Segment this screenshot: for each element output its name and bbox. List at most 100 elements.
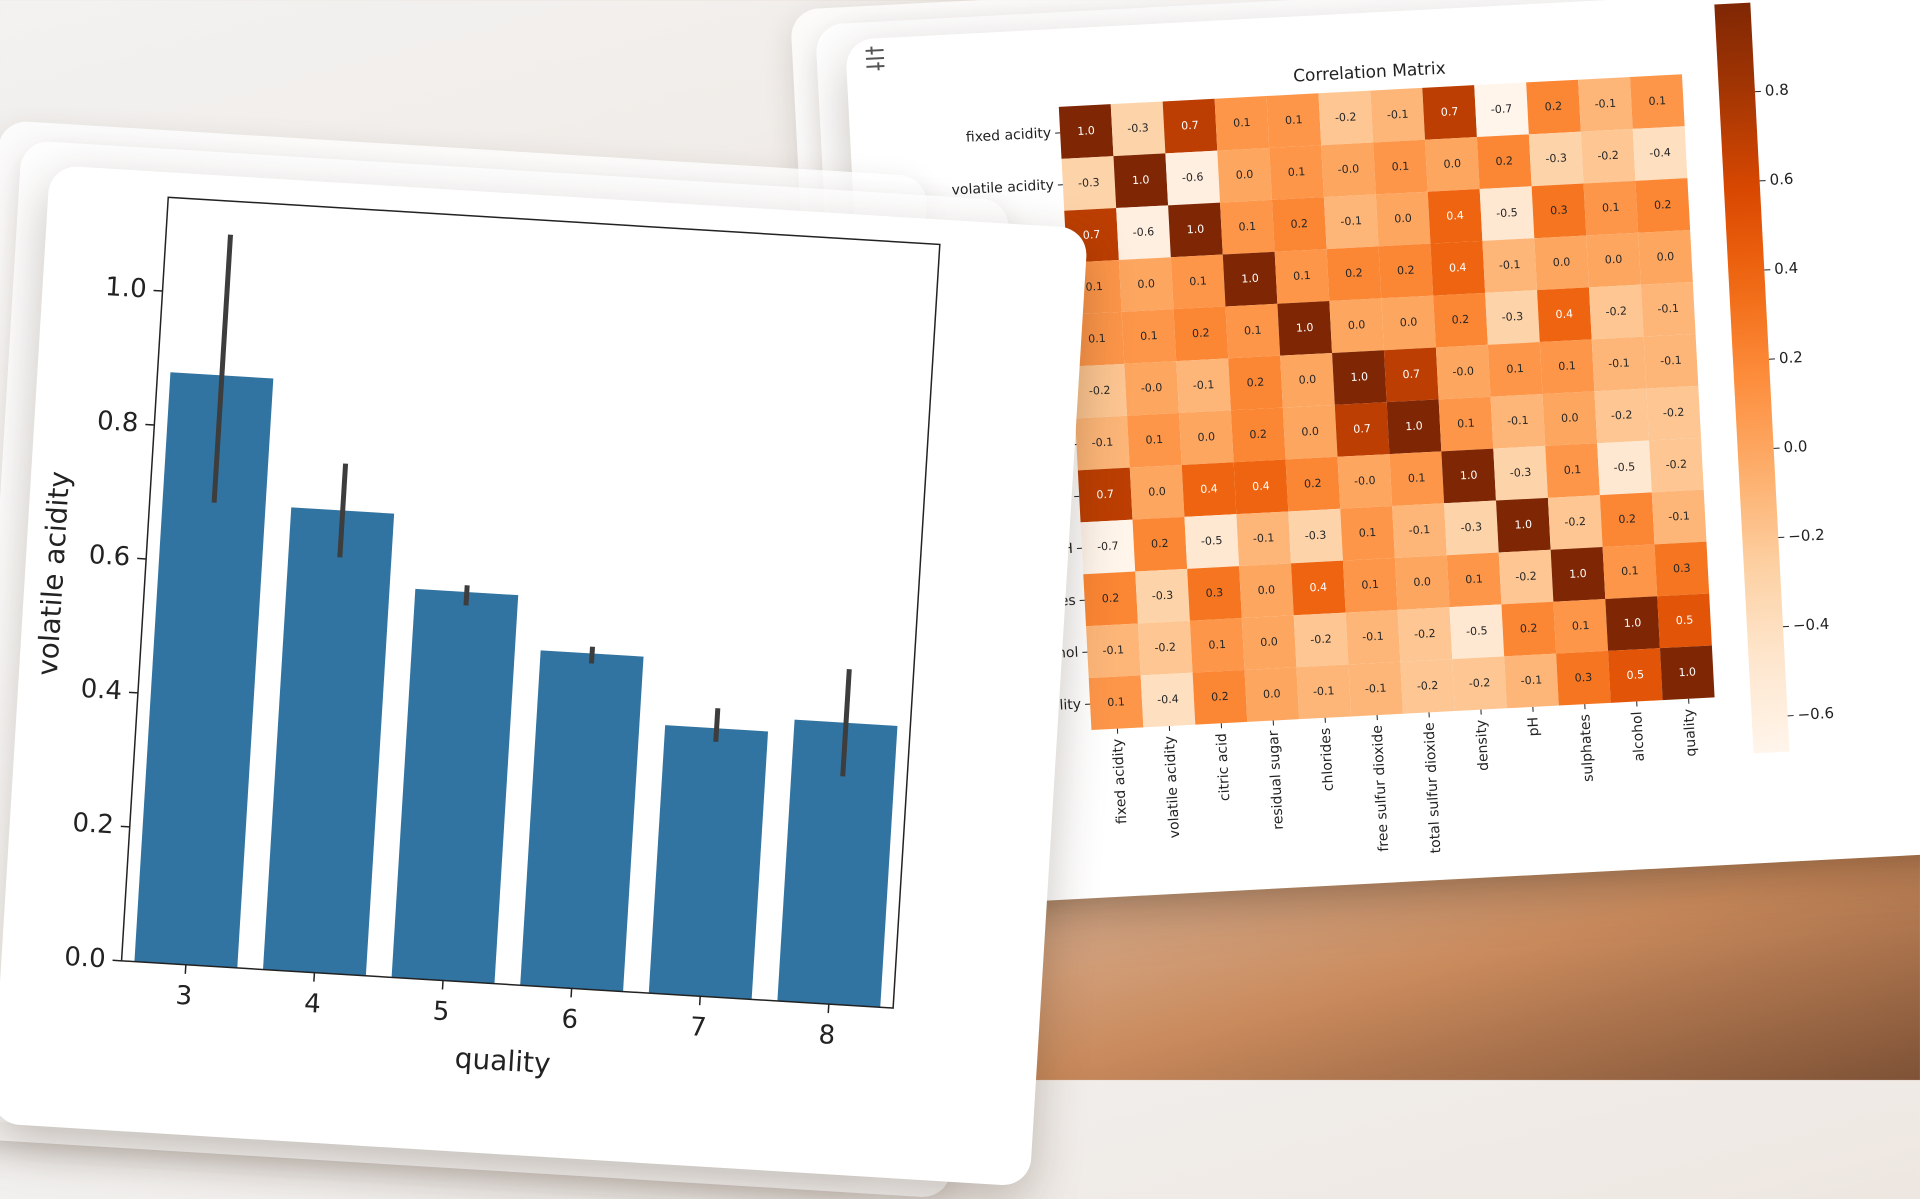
chart-title: Correlation Matrix xyxy=(1293,59,1447,87)
cell-label: 0.1 xyxy=(1287,165,1305,179)
cell-label: 1.0 xyxy=(1624,616,1642,630)
cell-label: 0.0 xyxy=(1197,430,1215,444)
bar xyxy=(263,507,394,975)
cell-label: -0.2 xyxy=(1414,627,1436,641)
cell-label: 0.3 xyxy=(1550,203,1568,217)
x-tick-label: 4 xyxy=(303,989,321,1020)
y-axis-label: volatile acidity xyxy=(31,470,76,676)
x-tick-label: chlorides xyxy=(1318,727,1337,791)
colorbar-tick-label: −0.6 xyxy=(1797,704,1834,724)
cell-label: 0.0 xyxy=(1137,277,1155,291)
colorbar-tick-label: 0.6 xyxy=(1769,170,1794,189)
cell-label: 0.1 xyxy=(1457,417,1475,431)
cell-label: 0.0 xyxy=(1298,373,1316,387)
cell-label: 0.0 xyxy=(1260,635,1278,649)
cell-label: -0.4 xyxy=(1157,692,1179,706)
error-bar xyxy=(716,708,718,741)
x-axis-label: quality xyxy=(454,1041,552,1080)
cell-label: 0.1 xyxy=(1391,160,1409,174)
cell-label: 1.0 xyxy=(1296,321,1314,335)
colorbar-tick-label: 0.2 xyxy=(1778,348,1803,367)
bar xyxy=(134,372,273,968)
cell-label: -0.3 xyxy=(1151,589,1173,603)
cell-label: 0.1 xyxy=(1088,332,1106,346)
cell-label: 0.0 xyxy=(1413,575,1431,589)
x-tick xyxy=(442,981,443,990)
cell-label: -0.2 xyxy=(1468,676,1490,690)
cell-label: 0.0 xyxy=(1263,687,1281,701)
cell-label: -0.6 xyxy=(1182,170,1204,184)
cell-label: -0.2 xyxy=(1335,110,1357,124)
cell-label: -0.2 xyxy=(1597,149,1619,163)
cell-label: 1.0 xyxy=(1678,665,1696,679)
error-bar xyxy=(466,585,467,605)
x-tick-label: free sulfur dioxide xyxy=(1370,725,1393,852)
cell-label: 0.1 xyxy=(1621,564,1639,578)
settings-icon[interactable] xyxy=(865,46,884,71)
cell-label: 0.7 xyxy=(1181,119,1199,133)
cell-label: -0.1 xyxy=(1365,682,1387,696)
cell-label: -0.3 xyxy=(1545,151,1567,165)
cell-label: -0.2 xyxy=(1310,632,1332,646)
cell-label: -0.1 xyxy=(1192,378,1214,392)
x-tick xyxy=(700,996,701,1005)
y-tick xyxy=(129,692,138,693)
cell-label: 1.0 xyxy=(1514,518,1532,532)
cell-label: 0.1 xyxy=(1602,201,1620,215)
cell-label: -0.1 xyxy=(1387,108,1409,122)
bar xyxy=(392,589,519,984)
cell-label: -0.2 xyxy=(1611,408,1633,422)
cell-label: -0.2 xyxy=(1089,384,1111,398)
cell-label: 0.1 xyxy=(1189,274,1207,288)
x-tick-label: 7 xyxy=(689,1012,707,1043)
x-tick-label: 6 xyxy=(561,1004,579,1035)
cell-label: 0.1 xyxy=(1293,269,1311,283)
cell-label: 0.0 xyxy=(1236,168,1254,182)
cell-label: -0.0 xyxy=(1354,474,1376,488)
cell-label: -0.1 xyxy=(1594,97,1616,111)
cell-label: -0.2 xyxy=(1515,570,1537,584)
page: Correlation Matrix 1.0 -0.3 0.7 0.1 0.1 -0.2 -0… xyxy=(0,0,1920,1080)
cell-label: -0.3 xyxy=(1460,520,1482,534)
cell-label: 0.1 xyxy=(1572,619,1590,633)
cell-label: -0.5 xyxy=(1613,460,1635,474)
cell-label: 0.4 xyxy=(1555,307,1573,321)
cell-label: 1.0 xyxy=(1569,567,1587,581)
cell-label: 0.4 xyxy=(1309,581,1327,595)
y-tick-label: 0.8 xyxy=(96,406,139,438)
y-tick xyxy=(137,558,146,559)
cell-label: 1.0 xyxy=(1186,222,1204,236)
cell-label: 0.4 xyxy=(1252,479,1270,493)
cell-label: -0.1 xyxy=(1507,414,1529,428)
cell-label: -0.2 xyxy=(1663,406,1685,420)
cell-label: 0.1 xyxy=(1408,471,1426,485)
y-tick xyxy=(113,960,122,961)
colorbar-tick-label: −0.2 xyxy=(1788,526,1825,546)
cell-label: 1.0 xyxy=(1077,124,1095,138)
cell-label: 0.0 xyxy=(1553,255,1571,269)
cell-label: -0.1 xyxy=(1408,523,1430,537)
error-bar xyxy=(591,647,592,664)
y-tick-label: 0.6 xyxy=(88,540,131,572)
cell-label: 1.0 xyxy=(1460,469,1478,483)
cell-label: -0.1 xyxy=(1340,214,1362,228)
cell-label: 0.0 xyxy=(1301,425,1319,439)
x-tick xyxy=(314,973,315,982)
cell-label: 0.2 xyxy=(1544,100,1562,114)
cell-label: 0.1 xyxy=(1465,572,1483,586)
cell-label: 0.2 xyxy=(1520,622,1538,636)
colorbar-tick-label: 0.0 xyxy=(1783,437,1808,456)
cell-label: -0.1 xyxy=(1520,673,1542,687)
cell-label: -0.3 xyxy=(1501,310,1523,324)
x-tick-label: 5 xyxy=(432,996,450,1027)
y-tick-label: 0.0 xyxy=(63,942,106,974)
cell-label: 0.2 xyxy=(1211,690,1229,704)
x-tick-label: pH xyxy=(1525,716,1542,736)
cell-label: 0.3 xyxy=(1205,586,1223,600)
cell-label: 0.1 xyxy=(1361,578,1379,592)
cell-label: 0.1 xyxy=(1233,116,1251,130)
cell-label: 0.1 xyxy=(1145,433,1163,447)
cell-label: 0.0 xyxy=(1561,411,1579,425)
cell-label: 1.0 xyxy=(1132,173,1150,187)
x-tick xyxy=(571,988,572,997)
